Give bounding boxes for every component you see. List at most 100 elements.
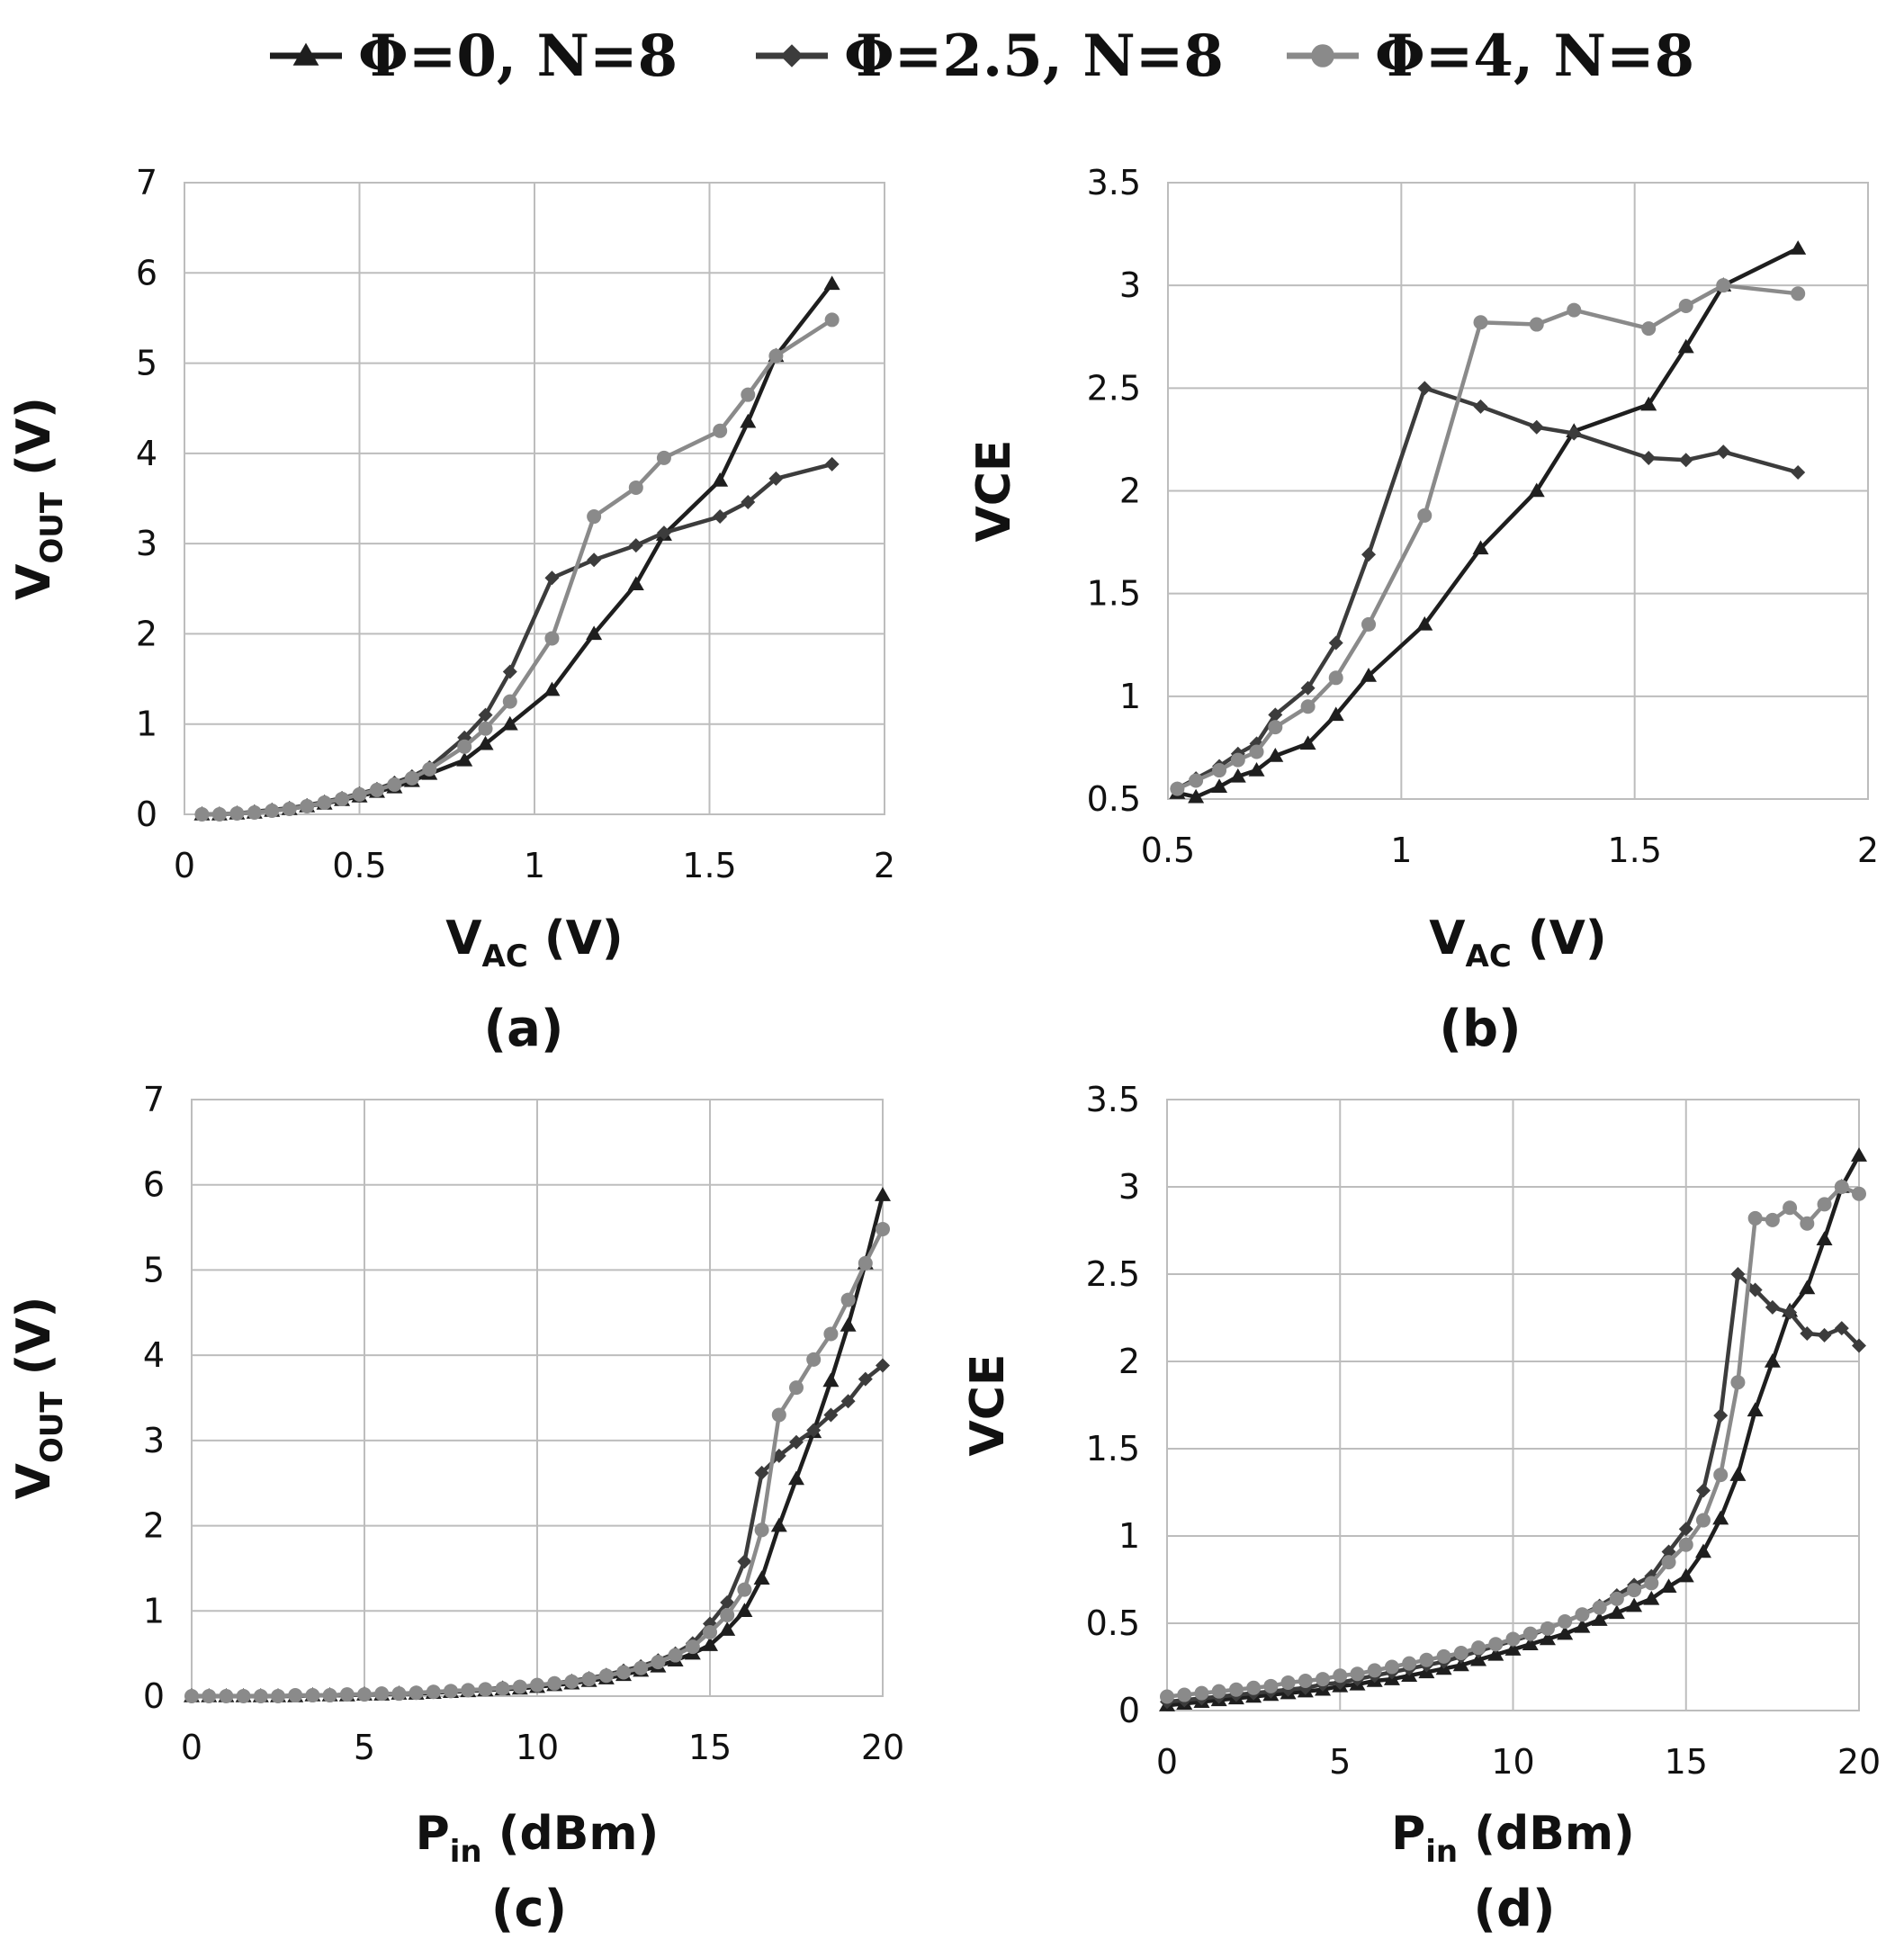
data-point [422, 761, 437, 777]
data-point [456, 751, 473, 767]
data-point [374, 1686, 390, 1702]
x-tick-label: 15 [1665, 1742, 1708, 1782]
data-point [1194, 1685, 1209, 1701]
data-point [1333, 1668, 1348, 1684]
data-point [236, 1689, 251, 1703]
x-tick-label: 1.5 [1607, 831, 1661, 870]
data-point [352, 786, 367, 802]
data-point [840, 1292, 856, 1307]
data-point [1695, 1483, 1711, 1498]
y-tick-label: 3 [1118, 1167, 1140, 1207]
y-tick-label: 1 [143, 1591, 165, 1630]
data-point [598, 1668, 614, 1684]
data-point [581, 1672, 597, 1687]
y-tick-label: 1 [1119, 677, 1141, 716]
data-point [1505, 1631, 1521, 1647]
data-point [587, 552, 602, 568]
data-point [1268, 707, 1283, 723]
data-point [211, 807, 227, 822]
legend-label: Φ=2.5, N=8 [844, 22, 1224, 90]
legend-label: Φ=0, N=8 [358, 22, 678, 90]
y-tick-label: 5 [136, 344, 157, 383]
y-tick-label: 3.5 [1086, 1080, 1140, 1119]
data-point [544, 570, 560, 586]
data-point [1328, 635, 1343, 651]
x-tick-label: 5 [354, 1728, 375, 1767]
chart-panel-d: 0 5 10 15 20 0 0.5 1 1.5 2 2.5 3 3.5 Pin (dBm) VCE (d) [961, 1080, 1881, 1938]
chart-panel-a: 0 0.5 1 1.5 2 0 1 2 3 4 5 6 7 VAC (V) VOUT (V) (a) [7, 163, 895, 1058]
data-point [1170, 781, 1185, 796]
data-point [502, 664, 517, 679]
data-point [1367, 1663, 1382, 1678]
data-point [288, 1688, 303, 1703]
data-point [1189, 773, 1204, 788]
y-tick-label: 2.5 [1086, 1254, 1140, 1294]
x-axis-title: Pin (dBm) [416, 1807, 660, 1870]
y-tick-label: 3.5 [1087, 163, 1141, 202]
data-point [219, 1689, 234, 1703]
data-point [1640, 396, 1657, 411]
data-point [824, 312, 840, 328]
legend-marker-circle-icon [1311, 44, 1334, 67]
data-point [1361, 668, 1378, 682]
data-point [628, 480, 643, 495]
data-point [713, 423, 728, 438]
data-point [1350, 1666, 1365, 1682]
data-point [1249, 744, 1264, 759]
data-point [1799, 1280, 1816, 1295]
data-point [1267, 748, 1284, 762]
data-point [587, 509, 602, 525]
y-tick-label: 2 [143, 1506, 165, 1546]
y-tick-label: 0 [136, 795, 157, 834]
data-point [1661, 1555, 1676, 1570]
data-point [1402, 1656, 1417, 1671]
data-point [1678, 453, 1693, 468]
data-point [1591, 1612, 1608, 1626]
panel-label: (a) [484, 1000, 564, 1058]
data-point [822, 1372, 840, 1388]
x-tick-label: 0 [1156, 1742, 1178, 1782]
data-point [1268, 720, 1283, 735]
data-point [1453, 1645, 1468, 1660]
data-point [806, 1352, 822, 1367]
x-tick-label: 1 [524, 846, 545, 885]
x-tick-label: 10 [1491, 1742, 1534, 1782]
x-axis-title: VAC (V) [445, 912, 623, 974]
data-point [1540, 1621, 1555, 1636]
data-point [1817, 1197, 1832, 1212]
plot-frame [1167, 182, 1869, 800]
series-2 [194, 312, 840, 822]
data-point [1298, 1674, 1313, 1689]
data-point [616, 1665, 631, 1680]
y-tick-label: 7 [143, 1080, 165, 1119]
data-point [1765, 1212, 1780, 1227]
data-point [369, 782, 384, 797]
data-point [1783, 1200, 1798, 1216]
data-point [840, 1394, 856, 1409]
data-point [1361, 616, 1377, 632]
data-point [335, 791, 350, 806]
x-tick-label: 2 [874, 846, 895, 885]
data-point [1557, 1625, 1574, 1640]
data-point [1528, 482, 1545, 498]
data-point [720, 1594, 735, 1610]
data-point [478, 721, 493, 736]
plot-frame [184, 182, 885, 815]
data-point [512, 1679, 527, 1694]
data-point [754, 1522, 769, 1538]
data-point [1567, 426, 1582, 441]
x-tick-label: 0 [181, 1728, 202, 1767]
data-point [247, 804, 262, 820]
data-point [1470, 1651, 1487, 1666]
data-point [1641, 321, 1657, 337]
data-point [478, 1682, 493, 1697]
y-tick-label: 2 [1118, 1342, 1140, 1381]
data-point [1626, 1597, 1643, 1612]
data-point [1747, 1210, 1763, 1226]
data-point [1361, 547, 1377, 562]
data-point [1472, 540, 1489, 555]
data-point [1852, 1186, 1866, 1201]
data-point [876, 1221, 890, 1236]
data-point [1716, 445, 1731, 460]
